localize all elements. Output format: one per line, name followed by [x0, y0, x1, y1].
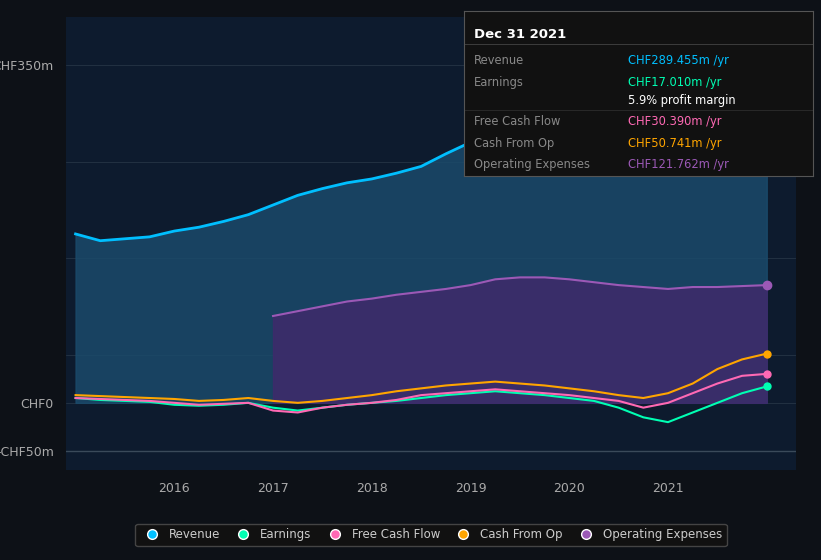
Text: CHF30.390m /yr: CHF30.390m /yr: [628, 115, 722, 128]
Text: CHF121.762m /yr: CHF121.762m /yr: [628, 158, 729, 171]
Text: CHF17.010m /yr: CHF17.010m /yr: [628, 76, 721, 88]
Text: 5.9% profit margin: 5.9% profit margin: [628, 94, 736, 107]
Text: Revenue: Revenue: [475, 54, 525, 67]
Text: Earnings: Earnings: [475, 76, 524, 88]
Text: Dec 31 2021: Dec 31 2021: [475, 28, 566, 41]
Text: CHF289.455m /yr: CHF289.455m /yr: [628, 54, 729, 67]
Text: CHF50.741m /yr: CHF50.741m /yr: [628, 137, 722, 150]
Text: Cash From Op: Cash From Op: [475, 137, 554, 150]
Text: Operating Expenses: Operating Expenses: [475, 158, 590, 171]
Legend: Revenue, Earnings, Free Cash Flow, Cash From Op, Operating Expenses: Revenue, Earnings, Free Cash Flow, Cash …: [135, 524, 727, 546]
Text: Free Cash Flow: Free Cash Flow: [475, 115, 561, 128]
